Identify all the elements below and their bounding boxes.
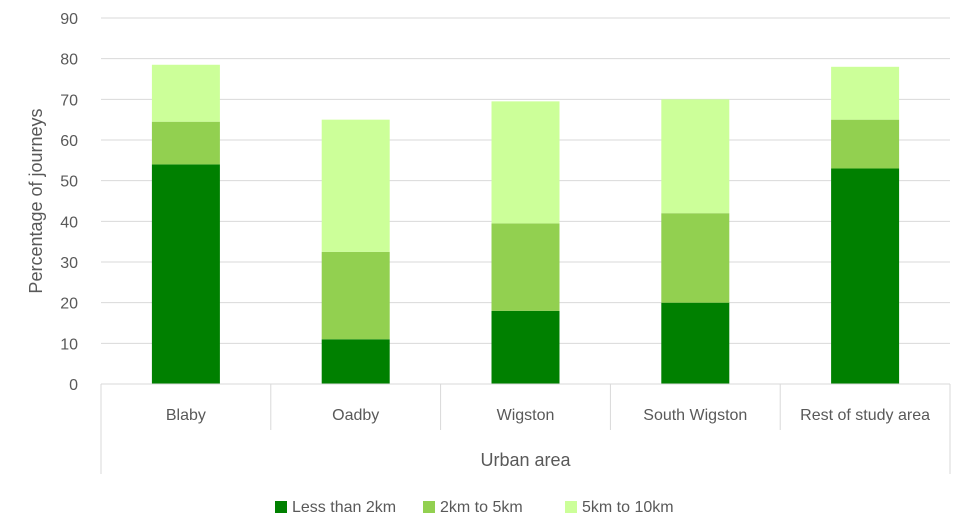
bar-segment — [831, 168, 900, 384]
x-tick-label: Blaby — [166, 407, 206, 424]
y-tick-label: 20 — [60, 296, 78, 313]
bar-segment — [151, 121, 220, 165]
y-tick-label: 70 — [60, 92, 78, 109]
bar-segment — [151, 164, 220, 384]
legend: Less than 2km 2km to 5km 5km to 10km — [275, 499, 674, 516]
bar-segment — [661, 302, 730, 384]
y-axis-title: Percentage of journeys — [26, 108, 46, 293]
bar-segment — [321, 119, 390, 252]
bar-segment — [491, 223, 560, 311]
y-tick-labels: 0 10 20 30 40 50 60 70 80 90 — [60, 11, 78, 394]
y-tick-label: 0 — [69, 377, 78, 394]
y-tick-label: 60 — [60, 133, 78, 150]
y-tick-label: 40 — [60, 214, 78, 231]
axes — [100, 383, 951, 474]
legend-swatch — [565, 501, 577, 513]
x-tick-labels: Blaby Oadby Wigston South Wigston Rest of st… — [166, 407, 930, 424]
legend-label: 2km to 5km — [440, 499, 523, 516]
legend-swatch — [423, 501, 435, 513]
bar-segment — [831, 119, 900, 169]
y-tick-label: 30 — [60, 255, 78, 272]
x-axis-title: Urban area — [480, 450, 571, 470]
legend-label: Less than 2km — [292, 499, 396, 516]
x-tick-label: Wigston — [497, 407, 555, 424]
bar-segment — [661, 99, 730, 214]
bar-segment — [321, 251, 390, 340]
y-tick-label: 80 — [60, 52, 78, 69]
bar-segment — [151, 64, 220, 122]
x-tick-label: South Wigston — [643, 407, 747, 424]
bar-segment — [491, 310, 560, 384]
y-tick-label: 50 — [60, 174, 78, 191]
legend-swatch — [275, 501, 287, 513]
y-tick-label: 90 — [60, 11, 78, 28]
x-tick-label: Oadby — [332, 407, 379, 424]
bar-segment — [491, 101, 560, 224]
legend-label: 5km to 10km — [582, 499, 674, 516]
bar-segment — [661, 213, 730, 303]
bar-segment — [831, 66, 900, 120]
bar-segment — [321, 339, 390, 384]
y-tick-label: 10 — [60, 336, 78, 353]
bars — [151, 64, 900, 384]
x-tick-label: Rest of study area — [800, 407, 930, 424]
